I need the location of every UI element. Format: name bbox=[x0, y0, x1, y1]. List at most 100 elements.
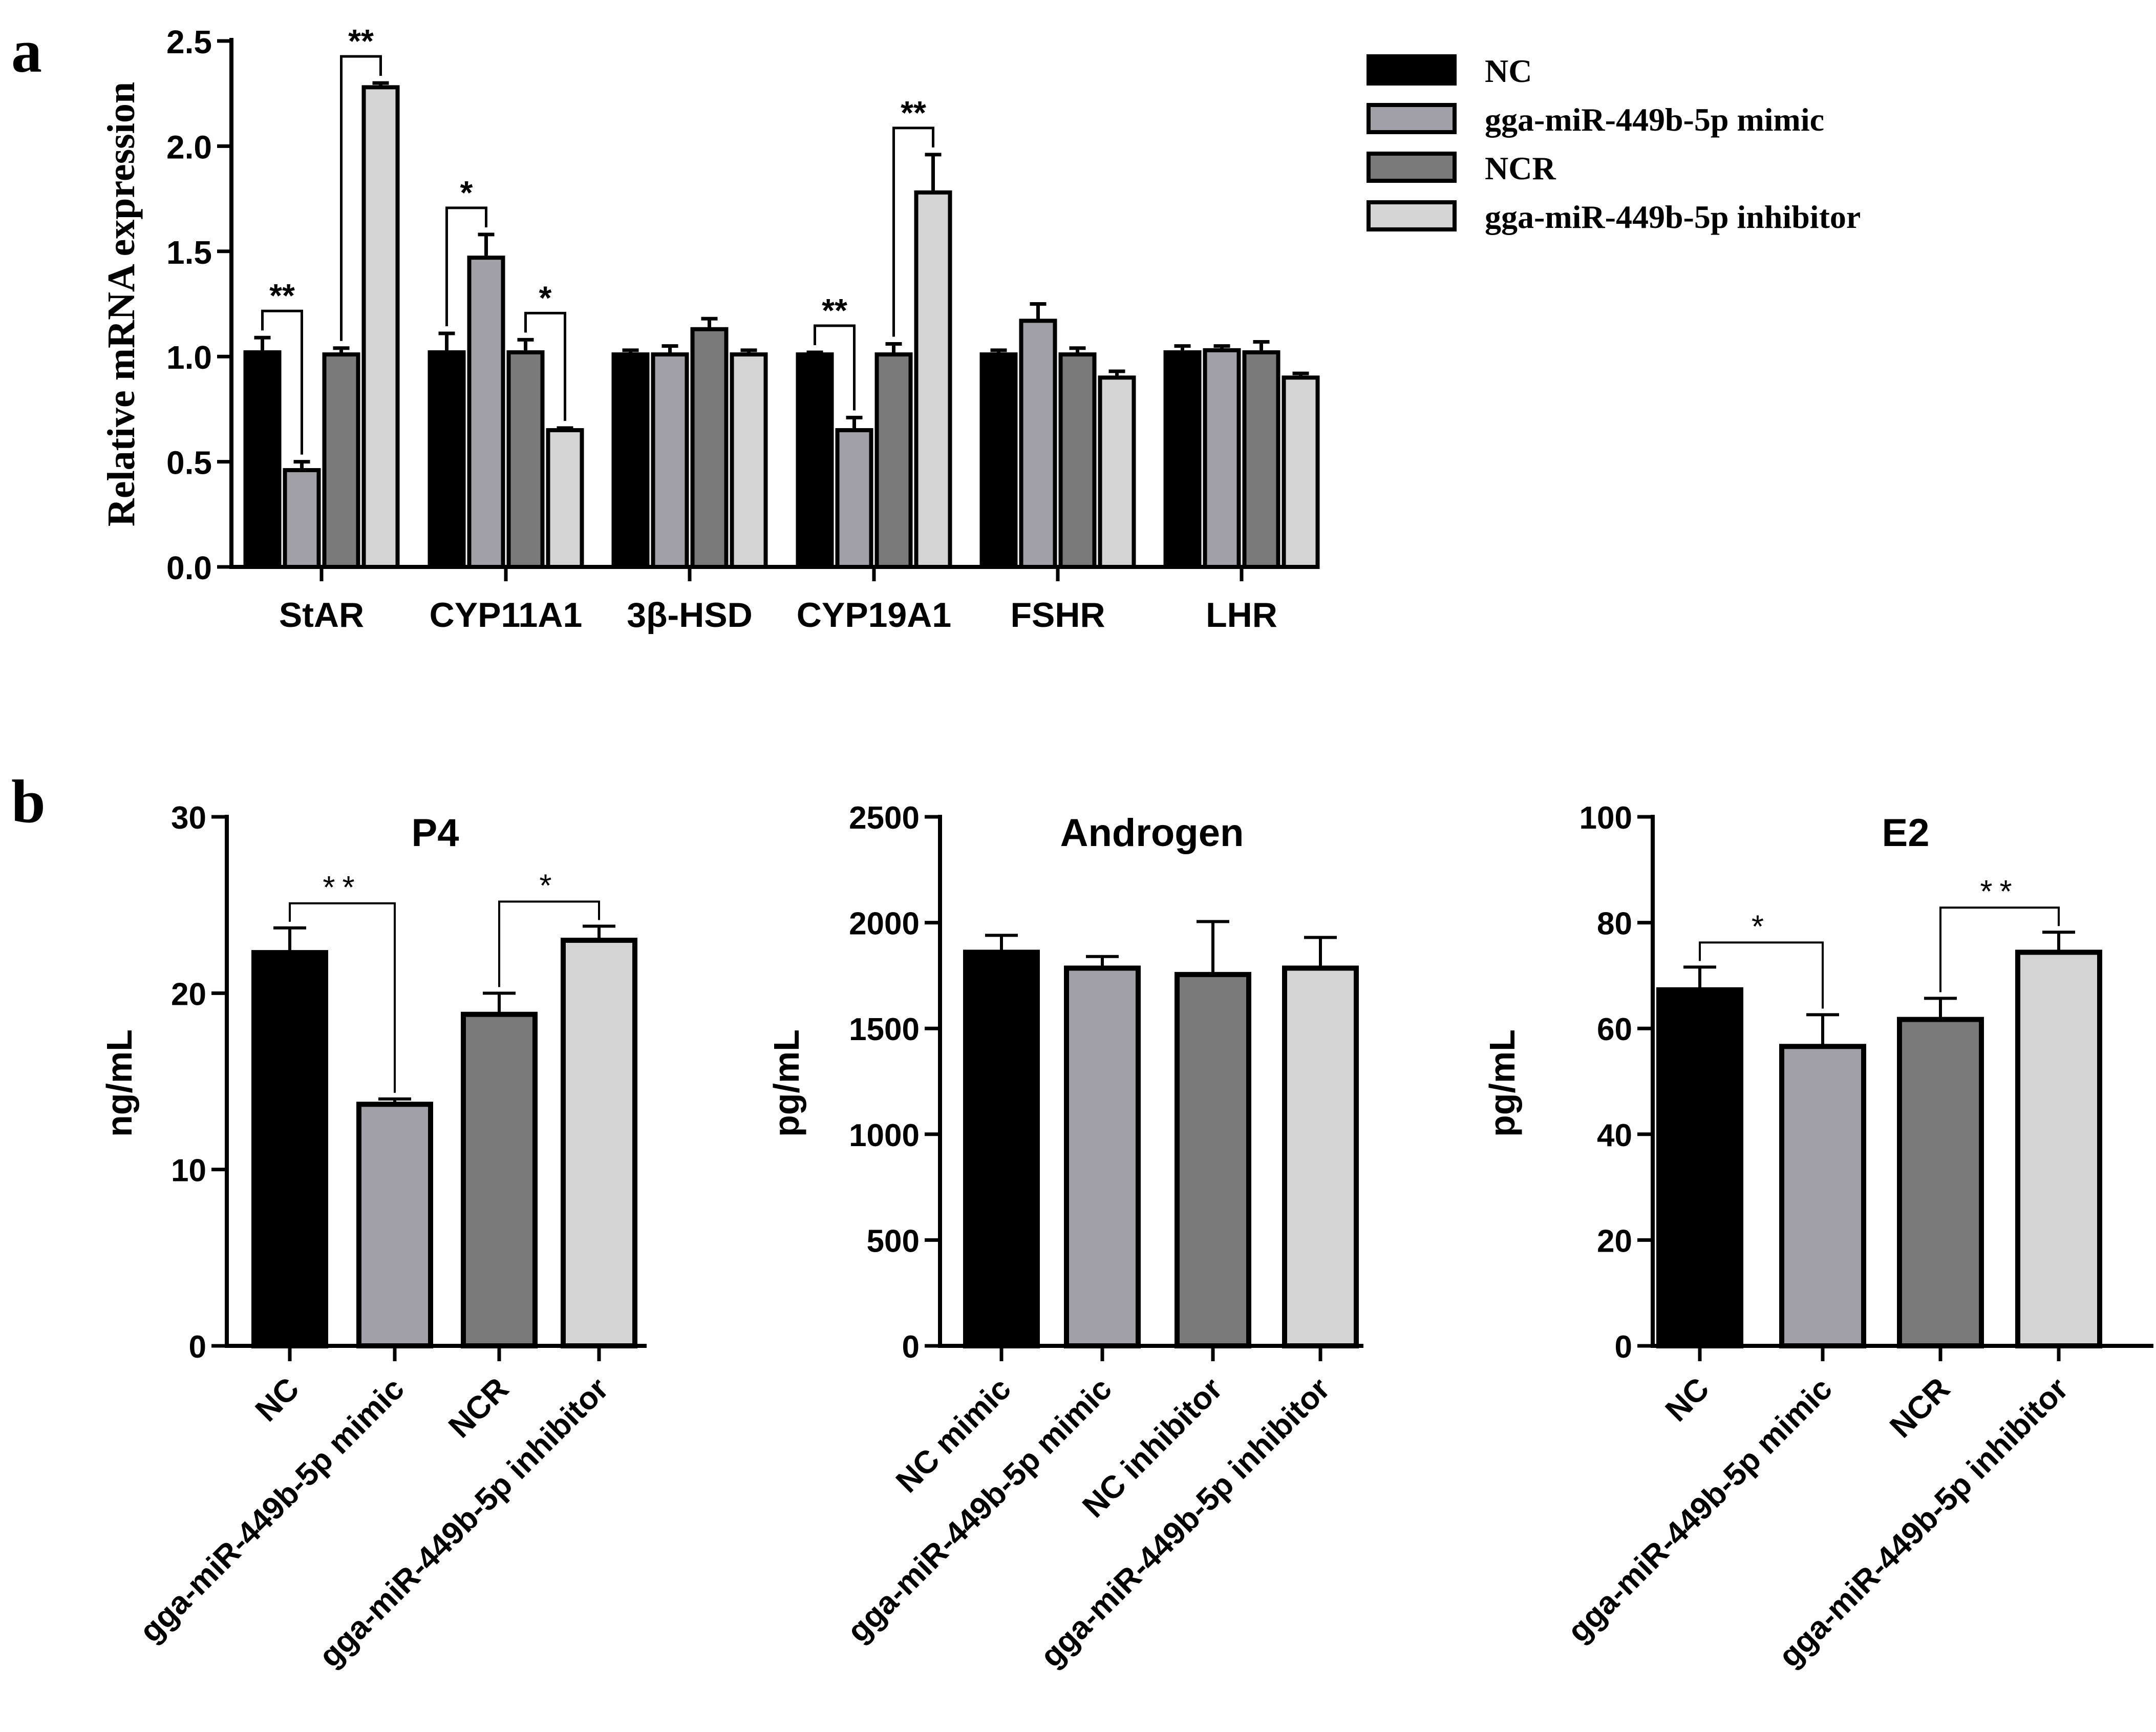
chart-b-p4-bar bbox=[251, 950, 328, 1349]
chart-a-bar bbox=[1058, 352, 1097, 569]
chart-b-androgen-bar bbox=[1064, 965, 1141, 1348]
chart-a-x-tick-label: StAR bbox=[279, 596, 364, 635]
chart-a-bar bbox=[428, 350, 466, 569]
chart-a-bar bbox=[796, 352, 834, 569]
chart-b-e2-y-tick-label: 100 bbox=[1579, 800, 1632, 836]
chart-a-bar bbox=[322, 352, 360, 569]
chart-a-bar bbox=[1242, 350, 1280, 569]
chart-b-e2-x-tick-label: gga-miR-449b-5p mimic bbox=[1561, 1371, 1839, 1649]
chart-b-e2-y-tick-label: 60 bbox=[1597, 1012, 1632, 1047]
chart-a-bar bbox=[874, 352, 913, 569]
chart-b-androgen-y-axis-title: pg/mL bbox=[766, 1029, 806, 1137]
chart-b-e2-y-tick-label: 40 bbox=[1597, 1118, 1632, 1153]
chart-a-y-tick-label: 1.0 bbox=[166, 339, 212, 376]
chart-a-significance-label: ** bbox=[269, 277, 295, 314]
chart-b-p4-y-tick-label: 10 bbox=[171, 1153, 206, 1189]
chart-b-p4-y-tick-label: 0 bbox=[189, 1329, 206, 1365]
chart-a-bar bbox=[506, 350, 545, 569]
chart-a-bar bbox=[283, 468, 321, 569]
chart-b-e2-title: E2 bbox=[1882, 811, 1930, 855]
chart-b-e2-significance-bracket bbox=[1939, 906, 2060, 992]
chart-a-y-tick-label: 1.5 bbox=[166, 234, 212, 271]
chart-b-e2-y-tick-label: 80 bbox=[1597, 906, 1632, 942]
chart-a-legend-swatch bbox=[1367, 200, 1457, 231]
chart-b-e2-significance-bracket bbox=[1699, 941, 1824, 1009]
chart-a-y-tick-label: 0.5 bbox=[166, 445, 212, 481]
chart-a-significance-bracket bbox=[814, 324, 856, 411]
chart-a-bar bbox=[730, 352, 768, 569]
chart-b-e2-bar bbox=[1779, 1044, 1866, 1348]
chart-a-significance-bracket bbox=[524, 311, 566, 421]
chart-a-bar bbox=[1098, 375, 1136, 569]
chart-b-androgen-y-tick-label: 1000 bbox=[849, 1118, 920, 1153]
chart-a-y-tick-label: 2.0 bbox=[166, 129, 212, 165]
chart-b-e2-y-tick-label: 20 bbox=[1597, 1223, 1632, 1259]
chart-a-significance-bracket bbox=[892, 126, 934, 337]
chart-b-e2-x-tick-label: NCR bbox=[1883, 1371, 1957, 1445]
chart-a-legend-swatch bbox=[1367, 103, 1457, 134]
chart-b-e2-significance-label: ** bbox=[1980, 874, 2019, 910]
chart-b-p4-x-tick-label: NC bbox=[249, 1371, 306, 1428]
chart-b-e2-y-tick-label: 0 bbox=[1615, 1329, 1632, 1365]
chart-a-x-tick-label: CYP19A1 bbox=[797, 596, 951, 635]
chart-a-legend-swatch bbox=[1367, 152, 1457, 183]
chart-a-x-tick-label: 3β-HSD bbox=[627, 596, 753, 635]
chart-b-p4-bar bbox=[356, 1102, 433, 1349]
chart-a-bar bbox=[611, 352, 650, 569]
chart-a-significance-bracket bbox=[445, 206, 487, 327]
chart-b-p4-title: P4 bbox=[412, 811, 459, 855]
chart-a-y-axis-title: Relative mRNA expression bbox=[100, 82, 143, 526]
chart-b-androgen-y-tick-label: 1500 bbox=[849, 1012, 920, 1047]
chart-b-p4-y-axis-title: ng/mL bbox=[99, 1029, 139, 1137]
chart-a-significance-bracket bbox=[261, 309, 303, 455]
chart-b-androgen-y-tick-label: 2000 bbox=[849, 906, 920, 942]
chart-a-bar bbox=[361, 85, 400, 569]
chart-a-legend: NC gga-miR-449b-5p mimic NCR gga-miR-449b-5… bbox=[1367, 53, 1861, 235]
chart-a-mrna-expression: 0.0 0.5 1.0 1.5 2.0 2.5 Relative mRNA expressi… bbox=[100, 23, 1320, 635]
chart-a-bar bbox=[243, 350, 282, 569]
chart-b-e2-bar bbox=[1656, 987, 1743, 1348]
chart-a-significance-label: ** bbox=[822, 292, 847, 329]
chart-b-p4-y-tick-label: 30 bbox=[171, 800, 206, 836]
chart-b-p4-x-tick-label: NCR bbox=[442, 1371, 516, 1445]
chart-a-y-tick-label: 2.5 bbox=[166, 24, 212, 60]
chart-b-p4-significance-label: ** bbox=[323, 870, 361, 905]
chart-a-legend-label: NC bbox=[1485, 53, 1532, 89]
chart-a-bar bbox=[1163, 350, 1202, 569]
chart-b-p4-y-tick-label: 20 bbox=[171, 977, 206, 1012]
chart-a-legend-label: gga-miR-449b-5p inhibitor bbox=[1485, 199, 1861, 235]
chart-a-legend-label: gga-miR-449b-5p mimic bbox=[1485, 101, 1824, 138]
chart-b-e2-y-axis-title: pg/mL bbox=[1482, 1029, 1522, 1137]
chart-a-significance-label: * bbox=[460, 174, 473, 211]
chart-b-androgen-bar bbox=[1282, 965, 1359, 1348]
chart-a-bar bbox=[1019, 319, 1057, 569]
chart-b-androgen-y-tick-label: 2500 bbox=[849, 800, 920, 836]
chart-b-p4-significance-bracket bbox=[498, 900, 600, 987]
chart-a-bar bbox=[467, 256, 505, 569]
chart-a-significance-label: * bbox=[539, 279, 552, 316]
chart-a-bar bbox=[651, 352, 689, 569]
chart-a-bar bbox=[690, 327, 729, 569]
chart-b-p4-significance-label: * bbox=[539, 868, 559, 903]
chart-a-bar bbox=[1282, 375, 1320, 569]
chart-b-p4-bar bbox=[461, 1011, 538, 1348]
chart-a-x-tick-label: CYP11A1 bbox=[430, 596, 583, 635]
chart-a-legend-swatch bbox=[1367, 54, 1457, 86]
chart-b-e2-x-tick-label: NC bbox=[1659, 1371, 1716, 1428]
chart-b-androgen-bar bbox=[963, 949, 1040, 1348]
chart-b-androgen-y-tick-label: 0 bbox=[902, 1329, 920, 1365]
chart-b-e2-bar bbox=[1897, 1017, 1984, 1349]
chart-a-significance-label: ** bbox=[348, 23, 374, 59]
chart-a-y-tick-label: 0.0 bbox=[166, 550, 212, 586]
chart-a-x-tick-label: LHR bbox=[1206, 596, 1277, 635]
chart-b-e2-bar bbox=[2015, 949, 2102, 1348]
chart-a-significance-label: ** bbox=[901, 94, 926, 131]
chart-b-androgen-y-tick-label: 500 bbox=[867, 1223, 920, 1259]
chart-a-bar bbox=[835, 428, 873, 569]
chart-a-bar bbox=[979, 352, 1018, 569]
chart-a-legend-label: NCR bbox=[1485, 150, 1556, 186]
